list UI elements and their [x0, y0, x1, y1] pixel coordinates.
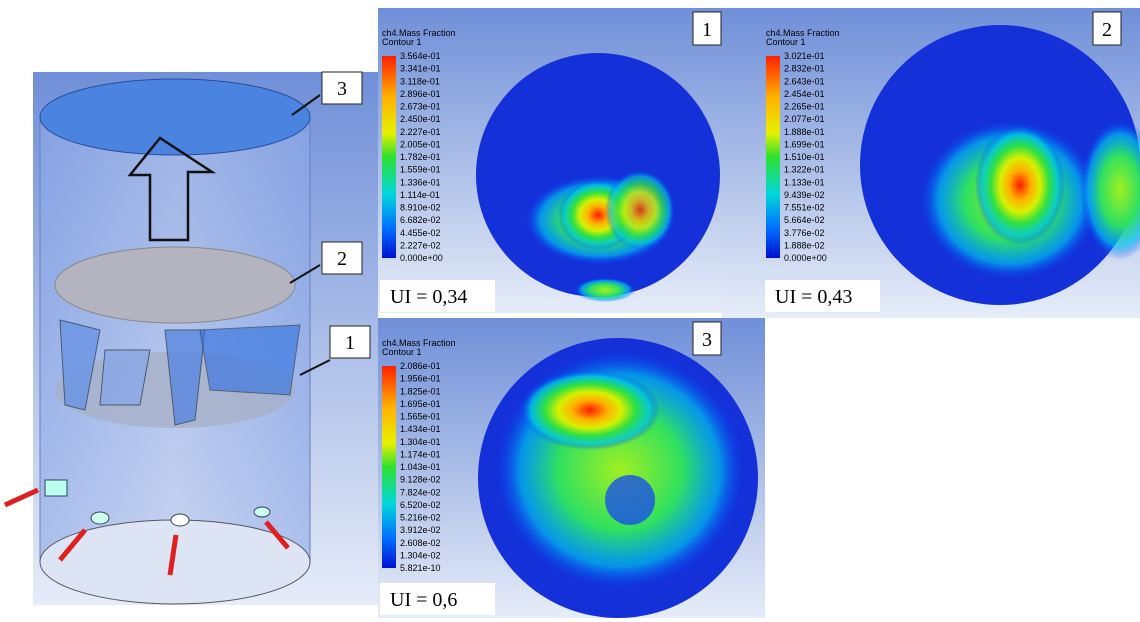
- colorbar-label: 7.824e-02: [400, 487, 441, 497]
- colorbar-label: 2.227e-02: [400, 240, 441, 250]
- colorbar-label: 2.454e-01: [784, 89, 825, 99]
- colorbar: [766, 56, 780, 258]
- colorbar-label: 5.664e-02: [784, 215, 825, 225]
- cylinder-view: 3 2 1: [5, 72, 378, 605]
- colorbar-label: 3.776e-02: [784, 228, 825, 238]
- colorbar-label: 4.455e-02: [400, 228, 441, 238]
- colorbar-label: 1.559e-01: [400, 165, 441, 175]
- colorbar-label: 5.821e-10: [400, 563, 441, 573]
- colorbar-label: 3.564e-01: [400, 51, 441, 61]
- colorbar-label: 1.174e-01: [400, 449, 441, 459]
- colorbar-label: 0.000e+00: [784, 253, 827, 263]
- colorbar-label: 3.118e-01: [400, 76, 440, 86]
- colorbar-label: 2.227e-01: [400, 127, 441, 137]
- colorbar-label: 3.341e-01: [400, 64, 441, 74]
- colorbar-label: 5.216e-02: [400, 513, 441, 523]
- colorbar-label: 6.682e-02: [400, 215, 441, 225]
- colorbar-label: 2.450e-01: [400, 114, 441, 124]
- colorbar-label: 9.439e-02: [784, 190, 825, 200]
- colorbar-label: 1.888e-01: [784, 127, 825, 137]
- colorbar-label: 2.086e-01: [400, 361, 441, 371]
- ui-value: UI = 0,34: [390, 286, 467, 308]
- colorbar-label: 2.832e-01: [784, 64, 825, 74]
- colorbar-label: 1.888e-02: [784, 240, 825, 250]
- colorbar-label: 1.695e-01: [400, 399, 441, 409]
- colorbar-label: 1.565e-01: [400, 412, 441, 422]
- colorbar-label: 2.077e-01: [784, 114, 825, 124]
- colorbar-label: 1.043e-01: [400, 462, 441, 472]
- colorbar-label: 3.912e-02: [400, 525, 441, 535]
- colorbar-label: 2.005e-01: [400, 139, 441, 149]
- panel-number: 1: [702, 19, 712, 41]
- colorbar-label: 2.265e-01: [784, 102, 825, 112]
- colorbar-label: 7.551e-02: [784, 203, 825, 213]
- colorbar-label: 1.434e-01: [400, 424, 441, 434]
- colorbar-label: 1.304e-01: [400, 437, 441, 447]
- colorbar-label: 2.896e-01: [400, 89, 441, 99]
- colorbar-label: 1.133e-01: [784, 177, 825, 187]
- colorbar-label: 1.510e-01: [784, 152, 825, 162]
- figure: 3 2 1 ch4.Mass FractionContour 13.564e-0…: [0, 0, 1140, 622]
- colorbar-label: 1.699e-01: [784, 139, 825, 149]
- cylinder-label: 3: [337, 78, 347, 100]
- panel-subtitle: Contour 1: [382, 37, 422, 47]
- colorbar-label: 1.114e-01: [400, 190, 440, 200]
- colorbar-label: 8.910e-02: [400, 203, 441, 213]
- ui-value: UI = 0,43: [775, 286, 852, 308]
- colorbar-label: 1.322e-01: [784, 165, 825, 175]
- colorbar-label: 3.021e-01: [784, 51, 825, 61]
- panel-number: 3: [702, 329, 712, 351]
- cylinder-label: 2: [337, 248, 347, 270]
- panel-subtitle: Contour 1: [382, 347, 422, 357]
- colorbar-label: 1.782e-01: [400, 152, 441, 162]
- colorbar: [382, 366, 396, 568]
- colorbar-label: 1.825e-01: [400, 386, 441, 396]
- colorbar-label: 1.304e-02: [400, 550, 441, 560]
- colorbar-label: 0.000e+00: [400, 253, 443, 263]
- colorbar-label: 2.643e-01: [784, 76, 825, 86]
- panel-subtitle: Contour 1: [766, 37, 806, 47]
- colorbar-label: 1.336e-01: [400, 177, 441, 187]
- cylinder-label: 1: [345, 332, 355, 354]
- colorbar-label: 2.673e-01: [400, 102, 441, 112]
- colorbar-label: 1.956e-01: [400, 374, 441, 384]
- colorbar-label: 6.520e-02: [400, 500, 441, 510]
- colorbar: [382, 56, 396, 258]
- panel-number: 2: [1102, 19, 1112, 41]
- colorbar-label: 2.608e-02: [400, 538, 441, 548]
- ui-value: UI = 0,6: [390, 589, 457, 611]
- colorbar-label: 9.128e-02: [400, 475, 441, 485]
